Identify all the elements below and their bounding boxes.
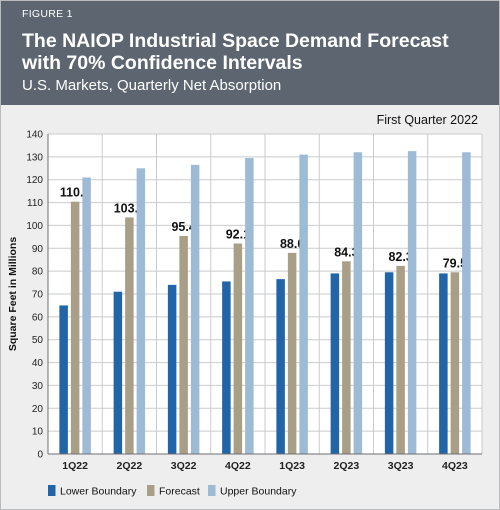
upper-boundary-bar [462, 152, 471, 454]
bar-chart: 0102030405060708090100110120130140110.41… [7, 113, 483, 498]
figure-header: FIGURE 1 The NAIOP Industrial Space Dema… [1, 1, 499, 105]
forecast-bar [396, 265, 405, 454]
x-tick-label: 3Q23 [388, 460, 414, 472]
x-tick-label: 3Q22 [171, 460, 197, 472]
upper-boundary-bar [245, 158, 254, 454]
legend-swatch [147, 485, 155, 496]
upper-boundary-bar [190, 164, 200, 454]
forecast-data-label: 95.4 [171, 220, 195, 234]
y-tick-label: 30 [32, 381, 44, 392]
upper-boundary-bar [353, 152, 363, 454]
upper-boundary-bar [299, 154, 308, 455]
forecast-data-label: 82.3 [388, 250, 412, 264]
forecast-bar [287, 252, 297, 454]
y-tick-label: 130 [26, 152, 43, 163]
legend-label: Upper Boundary [220, 486, 297, 498]
legend-swatch [208, 485, 216, 496]
y-tick-label: 110 [27, 198, 43, 209]
x-tick-label: 4Q23 [442, 460, 468, 472]
chart-subtitle: U.S. Markets, Quarterly Net Absorption [22, 77, 282, 94]
forecast-data-label: 88.0 [280, 237, 304, 251]
legend-lower-boundary: Lower Boundary [48, 485, 137, 498]
figure-label: FIGURE 1 [22, 8, 73, 20]
chart-title: The NAIOP Industrial Space Demand Foreca… [22, 30, 449, 74]
y-tick-label: 120 [26, 175, 43, 186]
lower-boundary-bar [222, 281, 231, 454]
lower-boundary-bar [384, 272, 394, 454]
forecast-bar [179, 235, 188, 454]
y-tick-label: 20 [32, 404, 44, 415]
forecast-bar [342, 261, 351, 454]
y-tick-label: 40 [32, 358, 44, 369]
y-tick-label: 100 [26, 221, 43, 232]
y-tick-label: 0 [37, 450, 43, 461]
y-tick-label: 70 [32, 290, 44, 301]
y-tick-label: 50 [32, 335, 44, 346]
upper-boundary-bar [136, 168, 146, 454]
y-tick-label: 140 [26, 130, 43, 141]
legend-upper-boundary: Upper Boundary [208, 485, 297, 498]
y-tick-label: 10 [32, 427, 44, 438]
lower-boundary-bar [276, 279, 285, 454]
legend-forecast: Forecast [147, 485, 200, 498]
forecast-data-label: 79.5 [443, 256, 467, 270]
upper-boundary-bar [407, 151, 417, 454]
forecast-bar [233, 243, 243, 454]
y-tick-label: 90 [32, 244, 44, 255]
x-tick-label: 2Q23 [334, 460, 360, 472]
lower-boundary-bar [59, 305, 68, 454]
lower-boundary-bar [113, 291, 123, 454]
forecast-bar [70, 201, 80, 454]
forecast-data-label: 92.1 [226, 227, 250, 241]
x-tick-label: 1Q23 [279, 460, 305, 472]
forecast-bar [450, 272, 460, 454]
x-tick-label: 2Q22 [117, 460, 143, 472]
date-label: First Quarter 2022 [377, 113, 478, 127]
x-tick-label: 1Q22 [62, 460, 88, 472]
lower-boundary-bar [167, 284, 177, 454]
upper-boundary-bar [82, 177, 91, 454]
forecast-data-label: 84.3 [334, 245, 358, 259]
legend-label: Lower Boundary [60, 486, 137, 498]
lower-boundary-bar [439, 273, 448, 454]
y-tick-label: 80 [32, 267, 44, 278]
legend-label: Forecast [159, 486, 200, 498]
y-axis-title: Square Feet in Millions [7, 237, 19, 352]
x-tick-label: 4Q22 [225, 460, 251, 472]
forecast-bar [125, 217, 134, 454]
y-tick-label: 60 [32, 312, 44, 323]
lower-boundary-bar [330, 273, 340, 454]
chart-area: 0 10 20 30 40 50 60 70 80 90 100 110 120 130 140 110.4 1… [1, 105, 499, 509]
legend-swatch [48, 485, 56, 496]
